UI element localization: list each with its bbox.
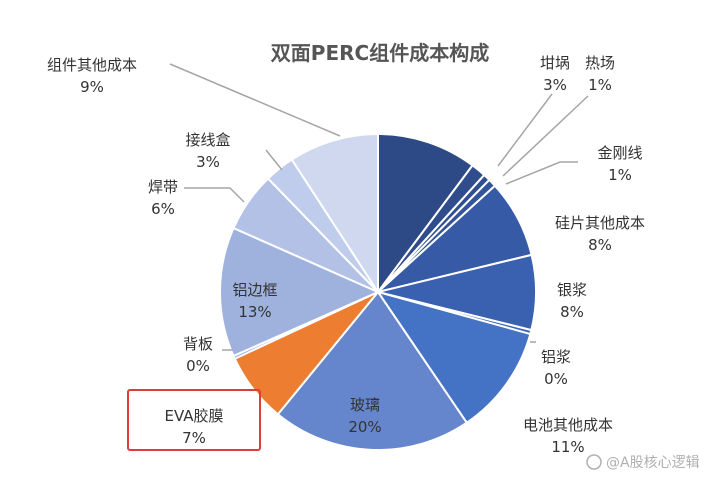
slice-value-label: 3% xyxy=(543,76,567,94)
slice-value-label: 8% xyxy=(560,303,584,321)
slice-name-label: 金刚线 xyxy=(597,144,642,162)
highlight-box xyxy=(127,389,261,451)
slice-value-label: 1% xyxy=(608,166,632,184)
chart-title: 双面PERC组件成本构成 xyxy=(271,41,489,65)
slice-name-label: 硅料成本 xyxy=(425,94,485,112)
slice-name-label: 铝浆 xyxy=(541,348,571,366)
leader-line xyxy=(184,187,245,203)
pie-slice xyxy=(375,290,532,425)
slice-value-label: 11% xyxy=(551,438,584,456)
slice-value-label: 20% xyxy=(348,418,381,436)
pie-slice xyxy=(290,132,379,296)
leader-line xyxy=(169,63,341,137)
slice-name-label: 背板 xyxy=(183,335,213,353)
leader-line xyxy=(502,95,589,177)
slice-name-label: 组件其他成本 xyxy=(47,56,137,74)
pie-slices xyxy=(219,132,537,451)
leader-line xyxy=(265,149,283,171)
pie-slice xyxy=(219,226,381,358)
weibo-icon xyxy=(586,454,602,470)
leader-line xyxy=(497,93,553,167)
slice-name-label: 电池其他成本 xyxy=(523,416,613,434)
slice-name-label: 玻璃 xyxy=(350,396,380,414)
pie-slice xyxy=(276,290,469,451)
watermark-text: @A股核心逻辑 xyxy=(606,455,700,471)
slice-name-label: EVA胶膜 xyxy=(164,407,223,425)
slice-name-label: 热场 xyxy=(585,54,615,72)
watermark: @A股核心逻辑 xyxy=(586,454,700,471)
slice-value-label: 13% xyxy=(238,303,271,321)
slice-name-label: 坩埚 xyxy=(540,54,570,72)
slice-value-label: 9% xyxy=(80,78,104,96)
slice-value-label: 10% xyxy=(438,116,471,134)
slice-value-label: 0% xyxy=(186,357,210,375)
slice-value-label: 8% xyxy=(588,236,612,254)
slice-value-label: 1% xyxy=(588,76,612,94)
slice-name-label: 接线盒 xyxy=(185,131,230,149)
slice-name-label: 硅片其他成本 xyxy=(555,214,645,232)
leader-line xyxy=(505,161,578,185)
slice-labels: 硅料成本 10% 坩埚 3% 热场 1% 金刚线 1% 硅片其他成本 8% 银浆 8% 铝浆 0% 电池其他… xyxy=(47,54,645,456)
slice-value-label: 7% xyxy=(182,429,206,447)
slice-name-label: 焊带 xyxy=(148,178,178,196)
pie-slice xyxy=(377,132,474,296)
slice-value-label: 3% xyxy=(196,153,220,171)
leader-lines xyxy=(169,63,589,351)
slice-name-label: 铝边框 xyxy=(232,281,277,299)
slice-value-label: 6% xyxy=(151,200,175,218)
slice-name-label: 银浆 xyxy=(557,281,587,299)
slice-value-label: 0% xyxy=(544,370,568,388)
